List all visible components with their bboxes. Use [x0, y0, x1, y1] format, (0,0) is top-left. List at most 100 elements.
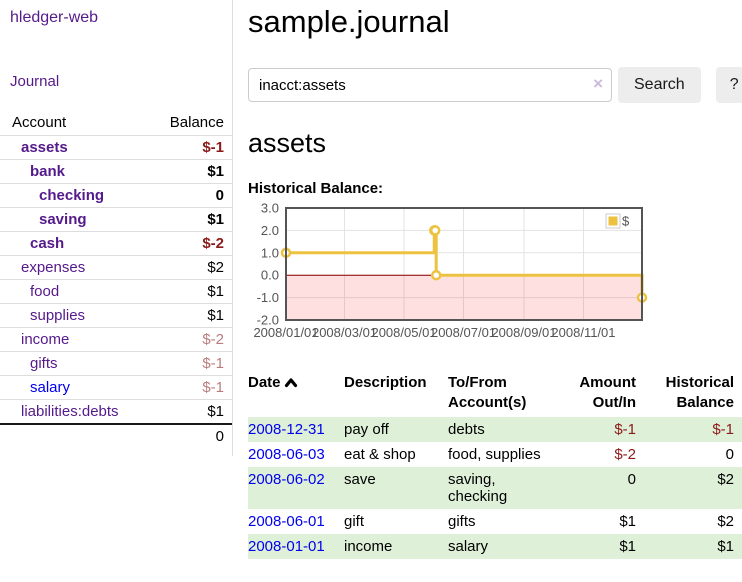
account-row: income $-2: [0, 327, 232, 352]
register-body: 2008-12-31 pay off debts $-1 $-1 2008-06-03 ea…: [248, 417, 742, 559]
svg-text:3.0: 3.0: [261, 201, 279, 216]
transaction-balance: $2: [717, 471, 734, 488]
account-link[interactable]: cash: [30, 235, 65, 252]
account-balance: $1: [207, 283, 224, 300]
transaction-date-link[interactable]: 2008-01-01: [248, 538, 325, 555]
account-link[interactable]: checking: [39, 187, 105, 204]
account-balance: $-1: [202, 355, 224, 372]
transaction-row[interactable]: 2008-12-31 pay off debts $-1 $-1: [248, 417, 742, 442]
main-content: sample.journal × Search ? assets Histori…: [233, 0, 742, 579]
svg-text:-2.0: -2.0: [257, 313, 279, 328]
account-row: saving $1: [0, 207, 232, 232]
account-link[interactable]: income: [21, 331, 70, 348]
transaction-row[interactable]: 2008-06-02 save saving, checking 0 $2: [248, 467, 742, 509]
accounts-header-balance: Balance: [169, 114, 224, 131]
svg-text:1.0: 1.0: [261, 245, 279, 260]
account-balance: $1: [207, 211, 224, 228]
column-header-description: Description: [344, 374, 427, 391]
account-link[interactable]: liabilities:debts: [21, 403, 119, 420]
account-heading: assets: [248, 128, 327, 158]
transaction-balance: 0: [725, 446, 734, 463]
transaction-amount: $-1: [614, 421, 636, 438]
account-row: liabilities:debts $1: [0, 399, 232, 425]
column-header-balance: Historical Balance: [665, 374, 734, 411]
account-link[interactable]: food: [30, 283, 60, 300]
svg-text:2008/07/01: 2008/07/01: [431, 325, 496, 340]
account-balance: $1: [207, 163, 224, 180]
transaction-accounts: food, supplies: [448, 446, 541, 463]
account-row: salary $-1: [0, 375, 232, 400]
svg-text:2008/05/01: 2008/05/01: [371, 325, 436, 340]
accounts-body: assets $-1 bank $1 checking 0 saving $1 cash $-2 e…: [0, 135, 232, 425]
svg-text:2008/01/01: 2008/01/01: [253, 325, 318, 340]
historical-balance-chart: 3.0 2.0 1.0 0.0 -1.0 -2.02008/01/012008/03/01…: [253, 201, 648, 340]
transaction-amount: $-2: [614, 446, 636, 463]
account-balance: $2: [207, 259, 224, 276]
search-button[interactable]: Search: [618, 67, 701, 103]
account-balance: $-2: [202, 331, 224, 348]
transaction-description: income: [344, 538, 393, 555]
account-balance: $-2: [202, 235, 224, 252]
sidebar-item-journal[interactable]: Journal: [10, 73, 60, 90]
app-title-link[interactable]: hledger-web: [10, 9, 99, 26]
transaction-row[interactable]: 2008-01-01 income salary $1 $1: [248, 534, 742, 559]
svg-text:0.0: 0.0: [261, 268, 279, 283]
account-link[interactable]: saving: [39, 211, 87, 228]
transaction-accounts: debts: [448, 421, 485, 438]
accounts-table: Account Balance assets $-1 bank $1 checking 0…: [0, 111, 232, 448]
transaction-description: save: [344, 471, 376, 488]
svg-text:2008/03/01: 2008/03/01: [312, 325, 377, 340]
transaction-date-link[interactable]: 2008-12-31: [248, 421, 325, 438]
account-row: cash $-2: [0, 231, 232, 256]
register-table: Date Description To/From Account(s) Amou…: [248, 370, 742, 559]
account-balance: $-1: [202, 379, 224, 396]
sidebar: hledger-web Journal Account Balance asse…: [0, 0, 233, 456]
account-row: assets $-1: [0, 135, 232, 160]
account-link[interactable]: salary: [30, 379, 71, 396]
account-row: bank $1: [0, 159, 232, 184]
account-row: expenses $2: [0, 255, 232, 280]
account-balance: $1: [207, 403, 224, 420]
account-link[interactable]: supplies: [30, 307, 86, 324]
column-header-date[interactable]: Date: [248, 370, 344, 417]
transaction-description: gift: [344, 513, 365, 530]
search-input-wrap: ×: [248, 68, 612, 102]
accounts-header-account: Account: [12, 114, 67, 131]
transaction-description: eat & shop: [344, 446, 416, 463]
search-input[interactable]: [248, 68, 612, 102]
transaction-date-link[interactable]: 2008-06-02: [248, 471, 325, 488]
clear-search-icon[interactable]: ×: [593, 74, 603, 93]
account-balance: 0: [215, 187, 224, 204]
account-link[interactable]: expenses: [21, 259, 86, 276]
accounts-total-balance: 0: [215, 428, 224, 445]
transaction-amount: 0: [627, 471, 636, 488]
transaction-date-link[interactable]: 2008-06-01: [248, 513, 325, 530]
column-header-amount: Amount Out/In: [579, 374, 636, 411]
chart-title: Historical Balance:: [248, 180, 384, 197]
register-header-row: Date Description To/From Account(s) Amou…: [248, 370, 742, 417]
transaction-date-link[interactable]: 2008-06-03: [248, 446, 325, 463]
svg-text:2008/09/01: 2008/09/01: [491, 325, 556, 340]
help-button[interactable]: ?: [715, 67, 742, 103]
account-balance: $1: [207, 307, 224, 324]
account-link[interactable]: bank: [30, 163, 66, 180]
page-title: sample.journal: [248, 4, 450, 39]
transaction-row[interactable]: 2008-06-03 eat & shop food, supplies $-2 0: [248, 442, 742, 467]
transaction-row[interactable]: 2008-06-01 gift gifts $1 $2: [248, 509, 742, 534]
svg-text:$: $: [622, 214, 630, 229]
column-header-date-label: Date: [248, 374, 281, 391]
account-link[interactable]: assets: [21, 139, 68, 156]
column-header-accounts: To/From Account(s): [448, 374, 527, 411]
transaction-balance: $-1: [712, 421, 734, 438]
svg-text:2.0: 2.0: [261, 223, 279, 238]
transaction-accounts: gifts: [448, 513, 476, 530]
account-link[interactable]: gifts: [30, 355, 58, 372]
accounts-total-row: 0: [0, 424, 232, 448]
transaction-amount: $1: [619, 513, 636, 530]
account-row: supplies $1: [0, 303, 232, 328]
transaction-accounts: saving, checking: [448, 471, 508, 505]
svg-text:2008/11/01: 2008/11/01: [551, 325, 615, 340]
svg-text:-1.0: -1.0: [257, 290, 279, 305]
transaction-amount: $1: [619, 538, 636, 555]
transaction-description: pay off: [344, 421, 389, 438]
